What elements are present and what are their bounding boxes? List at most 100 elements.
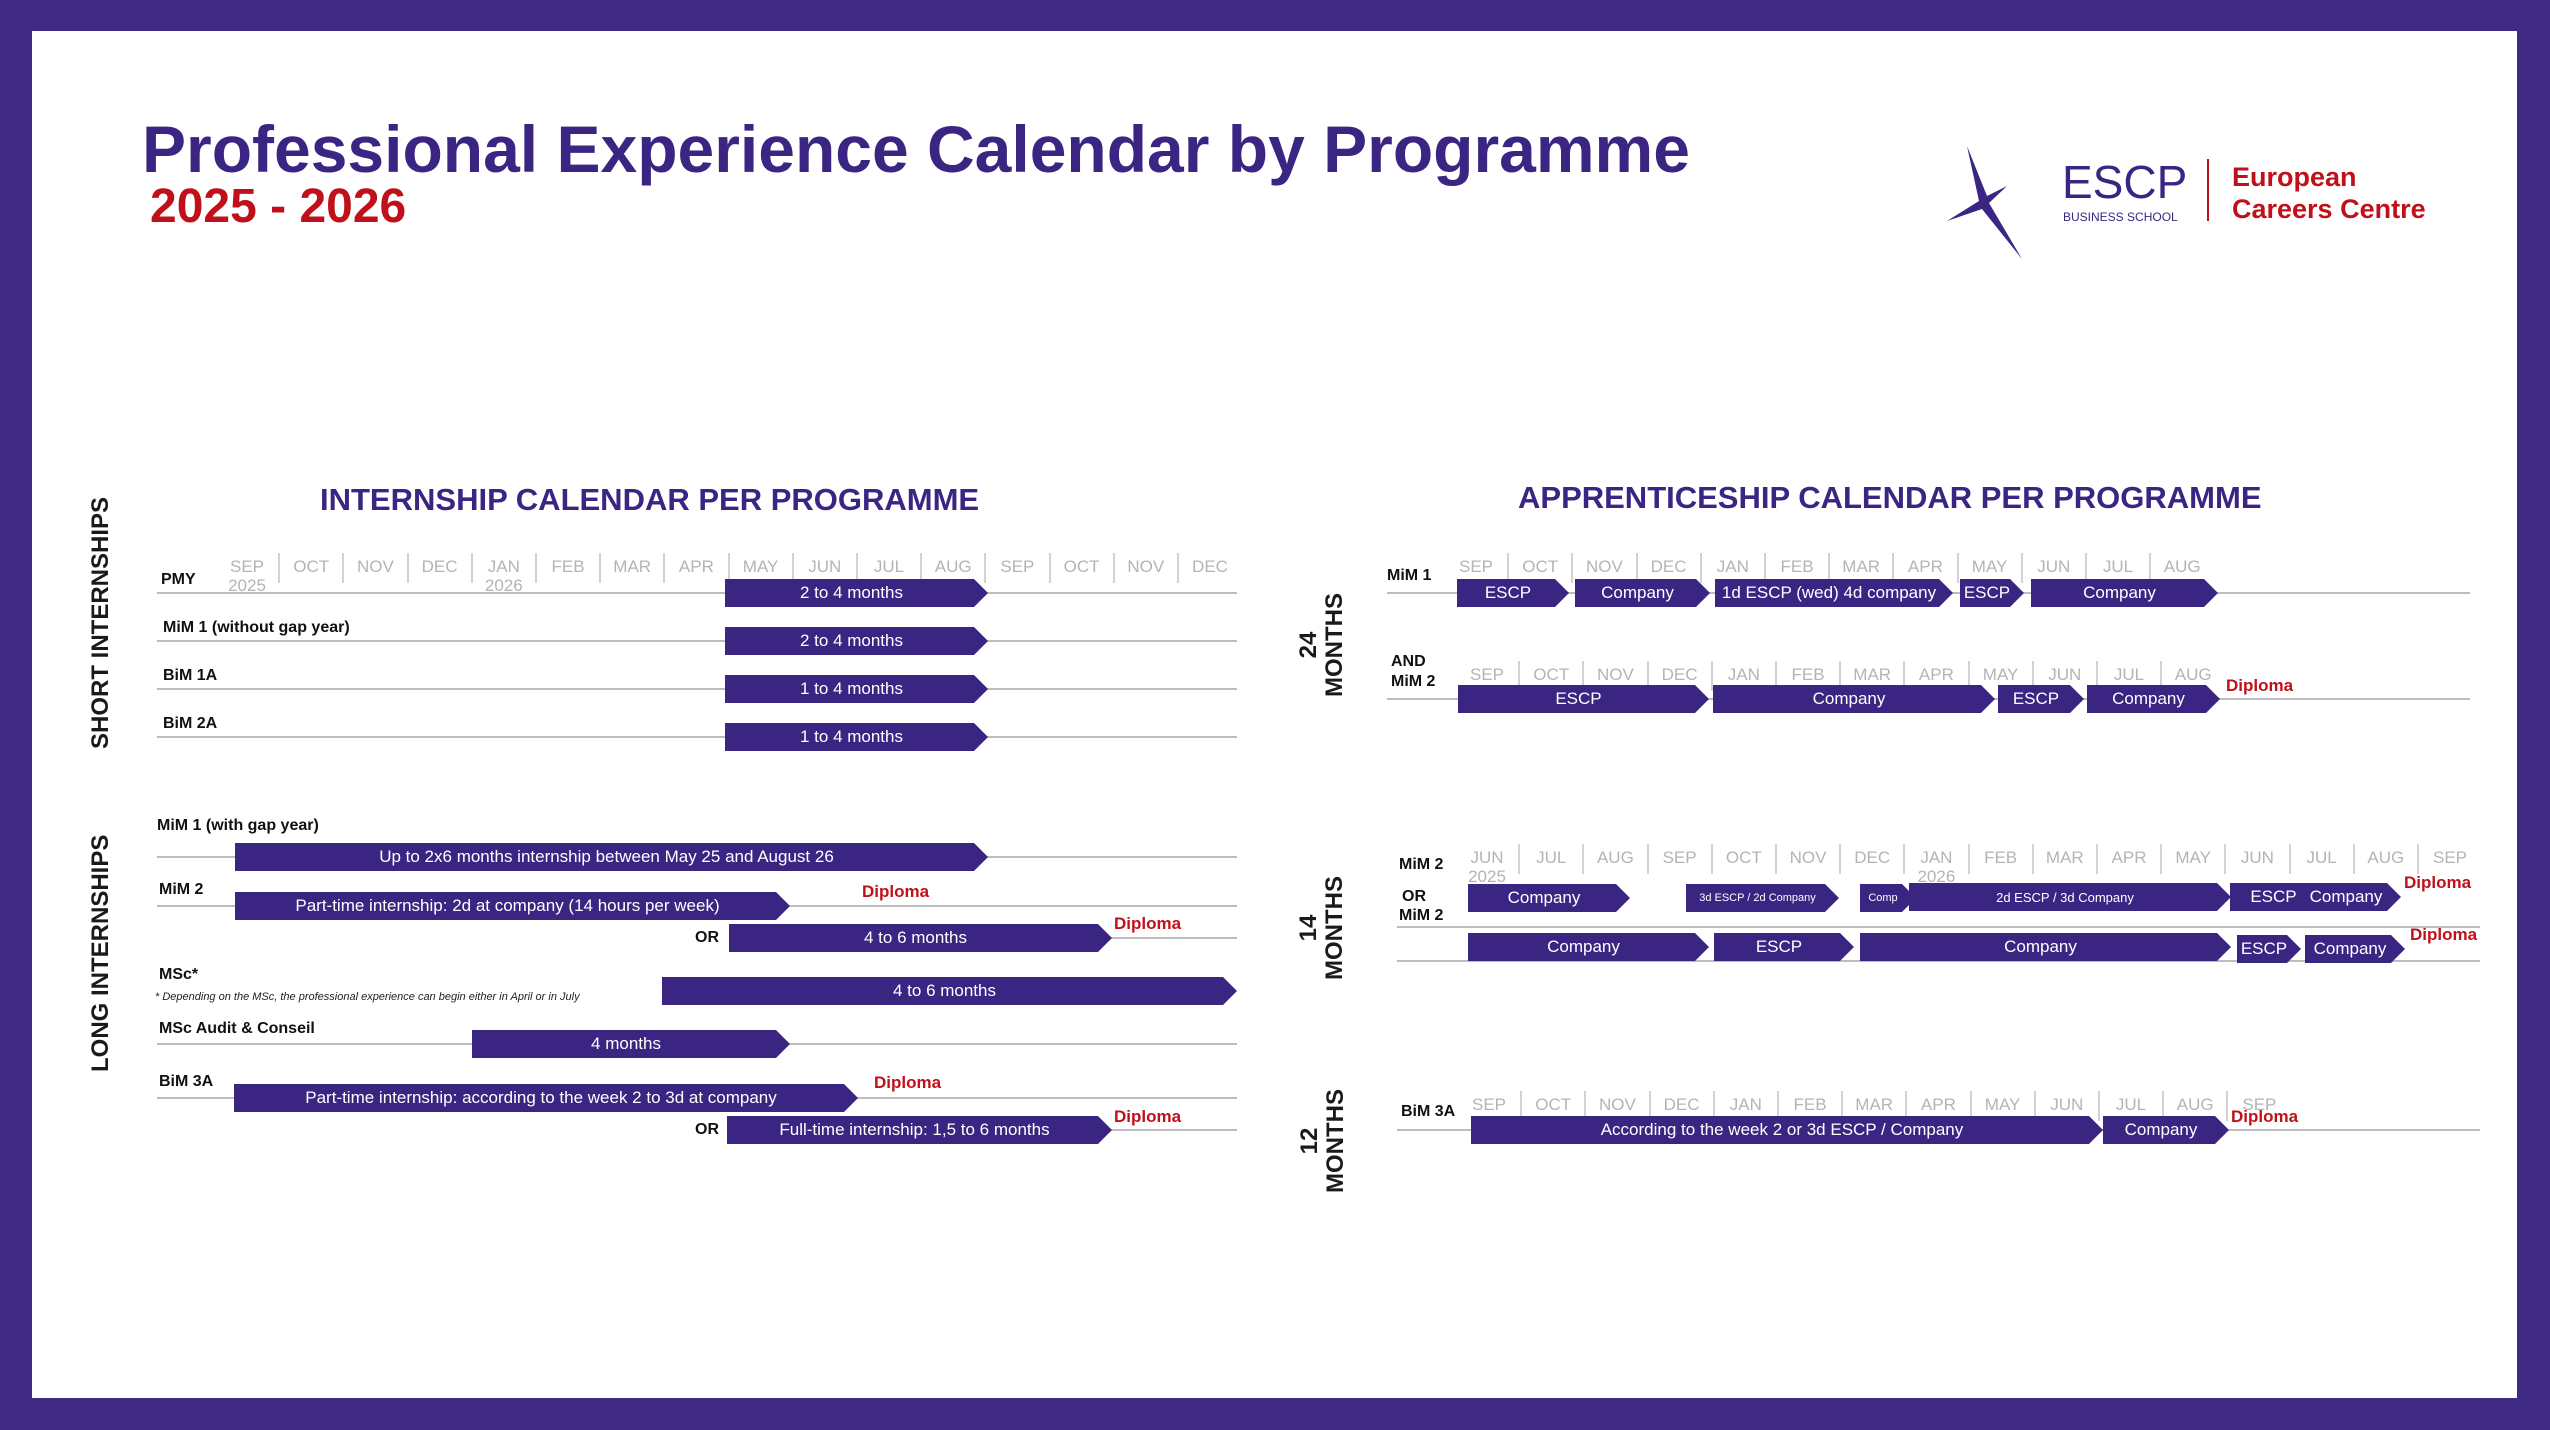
- int-year-4: 2026: [484, 576, 523, 595]
- app-a-month-11: AUG: [2163, 557, 2201, 576]
- mim2or-diploma: Diploma: [1114, 914, 1182, 933]
- d-bim3a-label: BiM 3A: [1401, 1103, 1456, 1120]
- app-a-month-7: APR: [1907, 557, 1943, 576]
- app-c-month-0: JUN: [1470, 848, 1504, 867]
- app-c-month-12: JUN: [2240, 848, 2274, 867]
- app-d-month-3: DEC: [1663, 1095, 1700, 1114]
- logo-centre-line1: European: [2232, 162, 2357, 192]
- c-mim2-label: MiM 2: [1399, 856, 1444, 873]
- app-c-month-sep-14: [2416, 844, 2419, 874]
- app-b-month-sep-9: [2095, 661, 2098, 691]
- page-year: 2025 - 2026: [150, 180, 407, 233]
- escp-star-icon: [1947, 146, 2022, 259]
- internship-title: INTERNSHIP CALENDAR PER PROGRAMME: [320, 482, 980, 517]
- app-c-month-14: AUG: [2367, 848, 2405, 867]
- int-month-sep-14: [1176, 553, 1179, 583]
- c-mim2b-bar-1: Company: [1468, 933, 1709, 961]
- app-c-month-6: DEC: [1854, 848, 1891, 867]
- a-mim1-bar-5: Company: [2031, 579, 2218, 607]
- int-month-sep-8: [791, 553, 794, 583]
- app-c-month-sep-6: [1903, 844, 1906, 874]
- app-b-month-9: JUN: [2048, 665, 2082, 684]
- app-b-month-1: OCT: [1533, 665, 1570, 684]
- pmy-bar: 2 to 4 months: [725, 579, 988, 607]
- app-b-month-sep-2: [1646, 661, 1649, 691]
- int-month-13: OCT: [1063, 557, 1100, 576]
- app-d-month-sep-0: [1520, 1091, 1523, 1121]
- app-a-month-sep-10: [2149, 553, 2152, 583]
- app-a-month-9: JUN: [2037, 557, 2071, 576]
- bim1a-line: [157, 688, 1237, 690]
- logo-sub: BUSINESS SCHOOL: [2063, 210, 2178, 224]
- app-c-month-8: FEB: [1984, 848, 2018, 867]
- app-a-month-8: MAY: [1971, 557, 2008, 576]
- logo-centre-line2: Careers Centre: [2232, 194, 2426, 224]
- mim1-bar: 2 to 4 months: [725, 627, 988, 655]
- app-c-month-sep-1: [1582, 844, 1585, 874]
- int-month-sep-11: [984, 553, 987, 583]
- logo-divider: [2207, 159, 2209, 221]
- app-c-month-sep-4: [1774, 844, 1777, 874]
- app-a-month-sep-1: [1571, 553, 1574, 583]
- app-d-month-sep-8: [2033, 1091, 2036, 1121]
- app-c-month-sep-8: [2031, 844, 2034, 874]
- app-d-month-8: MAY: [1984, 1095, 2021, 1114]
- int-month-15: DEC: [1192, 557, 1228, 576]
- mscaudit-label: MSc Audit & Conseil: [159, 1020, 315, 1037]
- b-mim2-bar-1: ESCP: [1458, 685, 1709, 713]
- app-b-month-10: JUL: [2113, 665, 2145, 684]
- app-c-month-sep-0: [1518, 844, 1521, 874]
- c-mim2b-label: MiM 2: [1399, 907, 1444, 924]
- int-month-5: FEB: [551, 557, 585, 576]
- app-b-month-sep-10: [2160, 661, 2163, 691]
- app-d-month-4: JAN: [1729, 1095, 1762, 1114]
- b-mim2-bar-2: Company: [1713, 685, 1995, 713]
- int-month-8: MAY: [742, 557, 779, 576]
- app-b-month-sep-6: [1903, 661, 1906, 691]
- app-d-month-sep-11: [2226, 1091, 2229, 1121]
- escp-logo: ESCP BUSINESS SCHOOL European Careers Ce…: [1947, 146, 2426, 259]
- label-24-months: 24 MONTHS: [1295, 593, 1348, 697]
- c-mim2b-bar-2: ESCP: [1714, 933, 1854, 961]
- c-mim2-bar-6: Company: [2301, 883, 2401, 911]
- app-d-month-sep-1: [1584, 1091, 1587, 1121]
- c-mim2-bar-4: 2d ESCP / 3d Company: [1909, 883, 2231, 911]
- int-month-12: SEP: [1000, 557, 1035, 576]
- app-b-month-11: AUG: [2174, 665, 2212, 684]
- app-d-month-sep-2: [1648, 1091, 1651, 1121]
- msc-bar: 4 to 6 months: [662, 977, 1237, 1005]
- app-c-month-4: OCT: [1725, 848, 1762, 867]
- app-c-month-13: JUL: [2306, 848, 2337, 867]
- app-b-month-0: SEP: [1469, 665, 1505, 684]
- app-b-month-sep-0: [1518, 661, 1521, 691]
- app-c-month-10: APR: [2111, 848, 2147, 867]
- app-d-month-9: JUN: [2050, 1095, 2084, 1114]
- int-month-sep-13: [1112, 553, 1115, 583]
- mscaudit-bar: 4 months: [472, 1030, 790, 1058]
- c-mim2-bar-2: 3d ESCP / 2d Company: [1686, 884, 1839, 912]
- bim2a-label: BiM 2A: [163, 715, 218, 732]
- app-c-month-sep-12: [2288, 844, 2291, 874]
- app-b-month-sep-5: [1839, 661, 1842, 691]
- app-b-month-8: MAY: [1982, 665, 2019, 684]
- int-month-sep-12: [1048, 553, 1051, 583]
- int-month-sep-10: [920, 553, 923, 583]
- app-c-month-sep-2: [1646, 844, 1649, 874]
- app-c-year-7: 2026: [1917, 867, 1956, 886]
- bim1a-bar: 1 to 4 months: [725, 675, 988, 703]
- app-a-month-sep-5: [1828, 553, 1831, 583]
- int-month-sep-7: [727, 553, 730, 583]
- int-month-sep-4: [534, 553, 537, 583]
- a-mim1-bar-1: ESCP: [1457, 579, 1569, 607]
- int-month-2: NOV: [356, 557, 394, 576]
- int-year-0: 2025: [228, 576, 266, 595]
- b-mim2-bar-4: Company: [2087, 685, 2220, 713]
- c-mim2b-line: [1397, 926, 2480, 928]
- app-d-month-6: MAR: [1855, 1095, 1894, 1114]
- app-d-month-sep-5: [1841, 1091, 1844, 1121]
- int-month-10: JUL: [873, 557, 905, 576]
- app-b-month-2: NOV: [1596, 665, 1634, 684]
- app-d-month-sep-4: [1776, 1091, 1779, 1121]
- app-a-month-0: SEP: [1458, 557, 1494, 576]
- int-month-9: JUN: [808, 557, 842, 576]
